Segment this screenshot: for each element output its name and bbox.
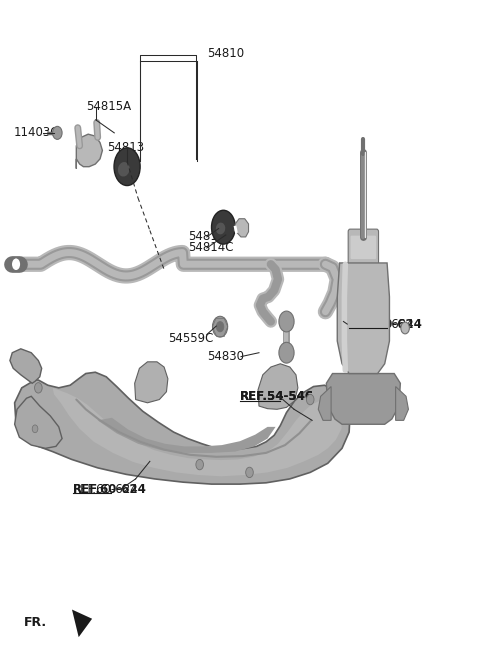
Circle shape: [216, 321, 224, 332]
Text: REF.60-624: REF.60-624: [349, 318, 423, 331]
FancyBboxPatch shape: [348, 229, 379, 266]
Ellipse shape: [118, 162, 130, 176]
Circle shape: [213, 316, 228, 337]
Text: 54813: 54813: [107, 140, 144, 154]
Text: REF.54-546: REF.54-546: [240, 390, 314, 403]
Text: 54813: 54813: [188, 230, 225, 243]
Polygon shape: [326, 373, 400, 424]
FancyBboxPatch shape: [350, 236, 376, 259]
Polygon shape: [72, 609, 92, 637]
Text: REF.60-624: REF.60-624: [349, 318, 415, 331]
Circle shape: [246, 467, 253, 478]
Text: REF.54-546: REF.54-546: [240, 390, 314, 403]
Ellipse shape: [212, 211, 235, 244]
Text: FR.: FR.: [24, 615, 47, 628]
Polygon shape: [337, 263, 389, 373]
Polygon shape: [135, 362, 168, 403]
Circle shape: [32, 425, 38, 433]
Text: 54559C: 54559C: [168, 332, 213, 345]
Text: 54830: 54830: [207, 350, 244, 363]
Polygon shape: [53, 388, 342, 476]
Polygon shape: [258, 364, 298, 409]
Circle shape: [306, 394, 314, 405]
Text: REF.60-624: REF.60-624: [73, 483, 147, 496]
Circle shape: [196, 459, 204, 470]
Text: 11403C: 11403C: [13, 127, 59, 139]
Polygon shape: [396, 386, 408, 420]
Circle shape: [279, 311, 294, 332]
Text: 54810: 54810: [207, 47, 244, 60]
Text: 54814C: 54814C: [188, 241, 233, 255]
Polygon shape: [14, 372, 350, 484]
Circle shape: [53, 127, 62, 139]
Polygon shape: [76, 134, 102, 169]
Circle shape: [12, 258, 21, 271]
Ellipse shape: [216, 222, 225, 234]
Polygon shape: [234, 218, 249, 237]
Polygon shape: [97, 418, 276, 453]
Polygon shape: [10, 349, 42, 383]
Text: 54815A: 54815A: [86, 100, 131, 113]
Polygon shape: [14, 396, 62, 448]
Circle shape: [35, 382, 42, 393]
Circle shape: [401, 322, 409, 334]
Circle shape: [279, 342, 294, 363]
Ellipse shape: [114, 148, 140, 186]
Text: REF.60-624: REF.60-624: [73, 483, 139, 496]
Polygon shape: [318, 386, 331, 420]
